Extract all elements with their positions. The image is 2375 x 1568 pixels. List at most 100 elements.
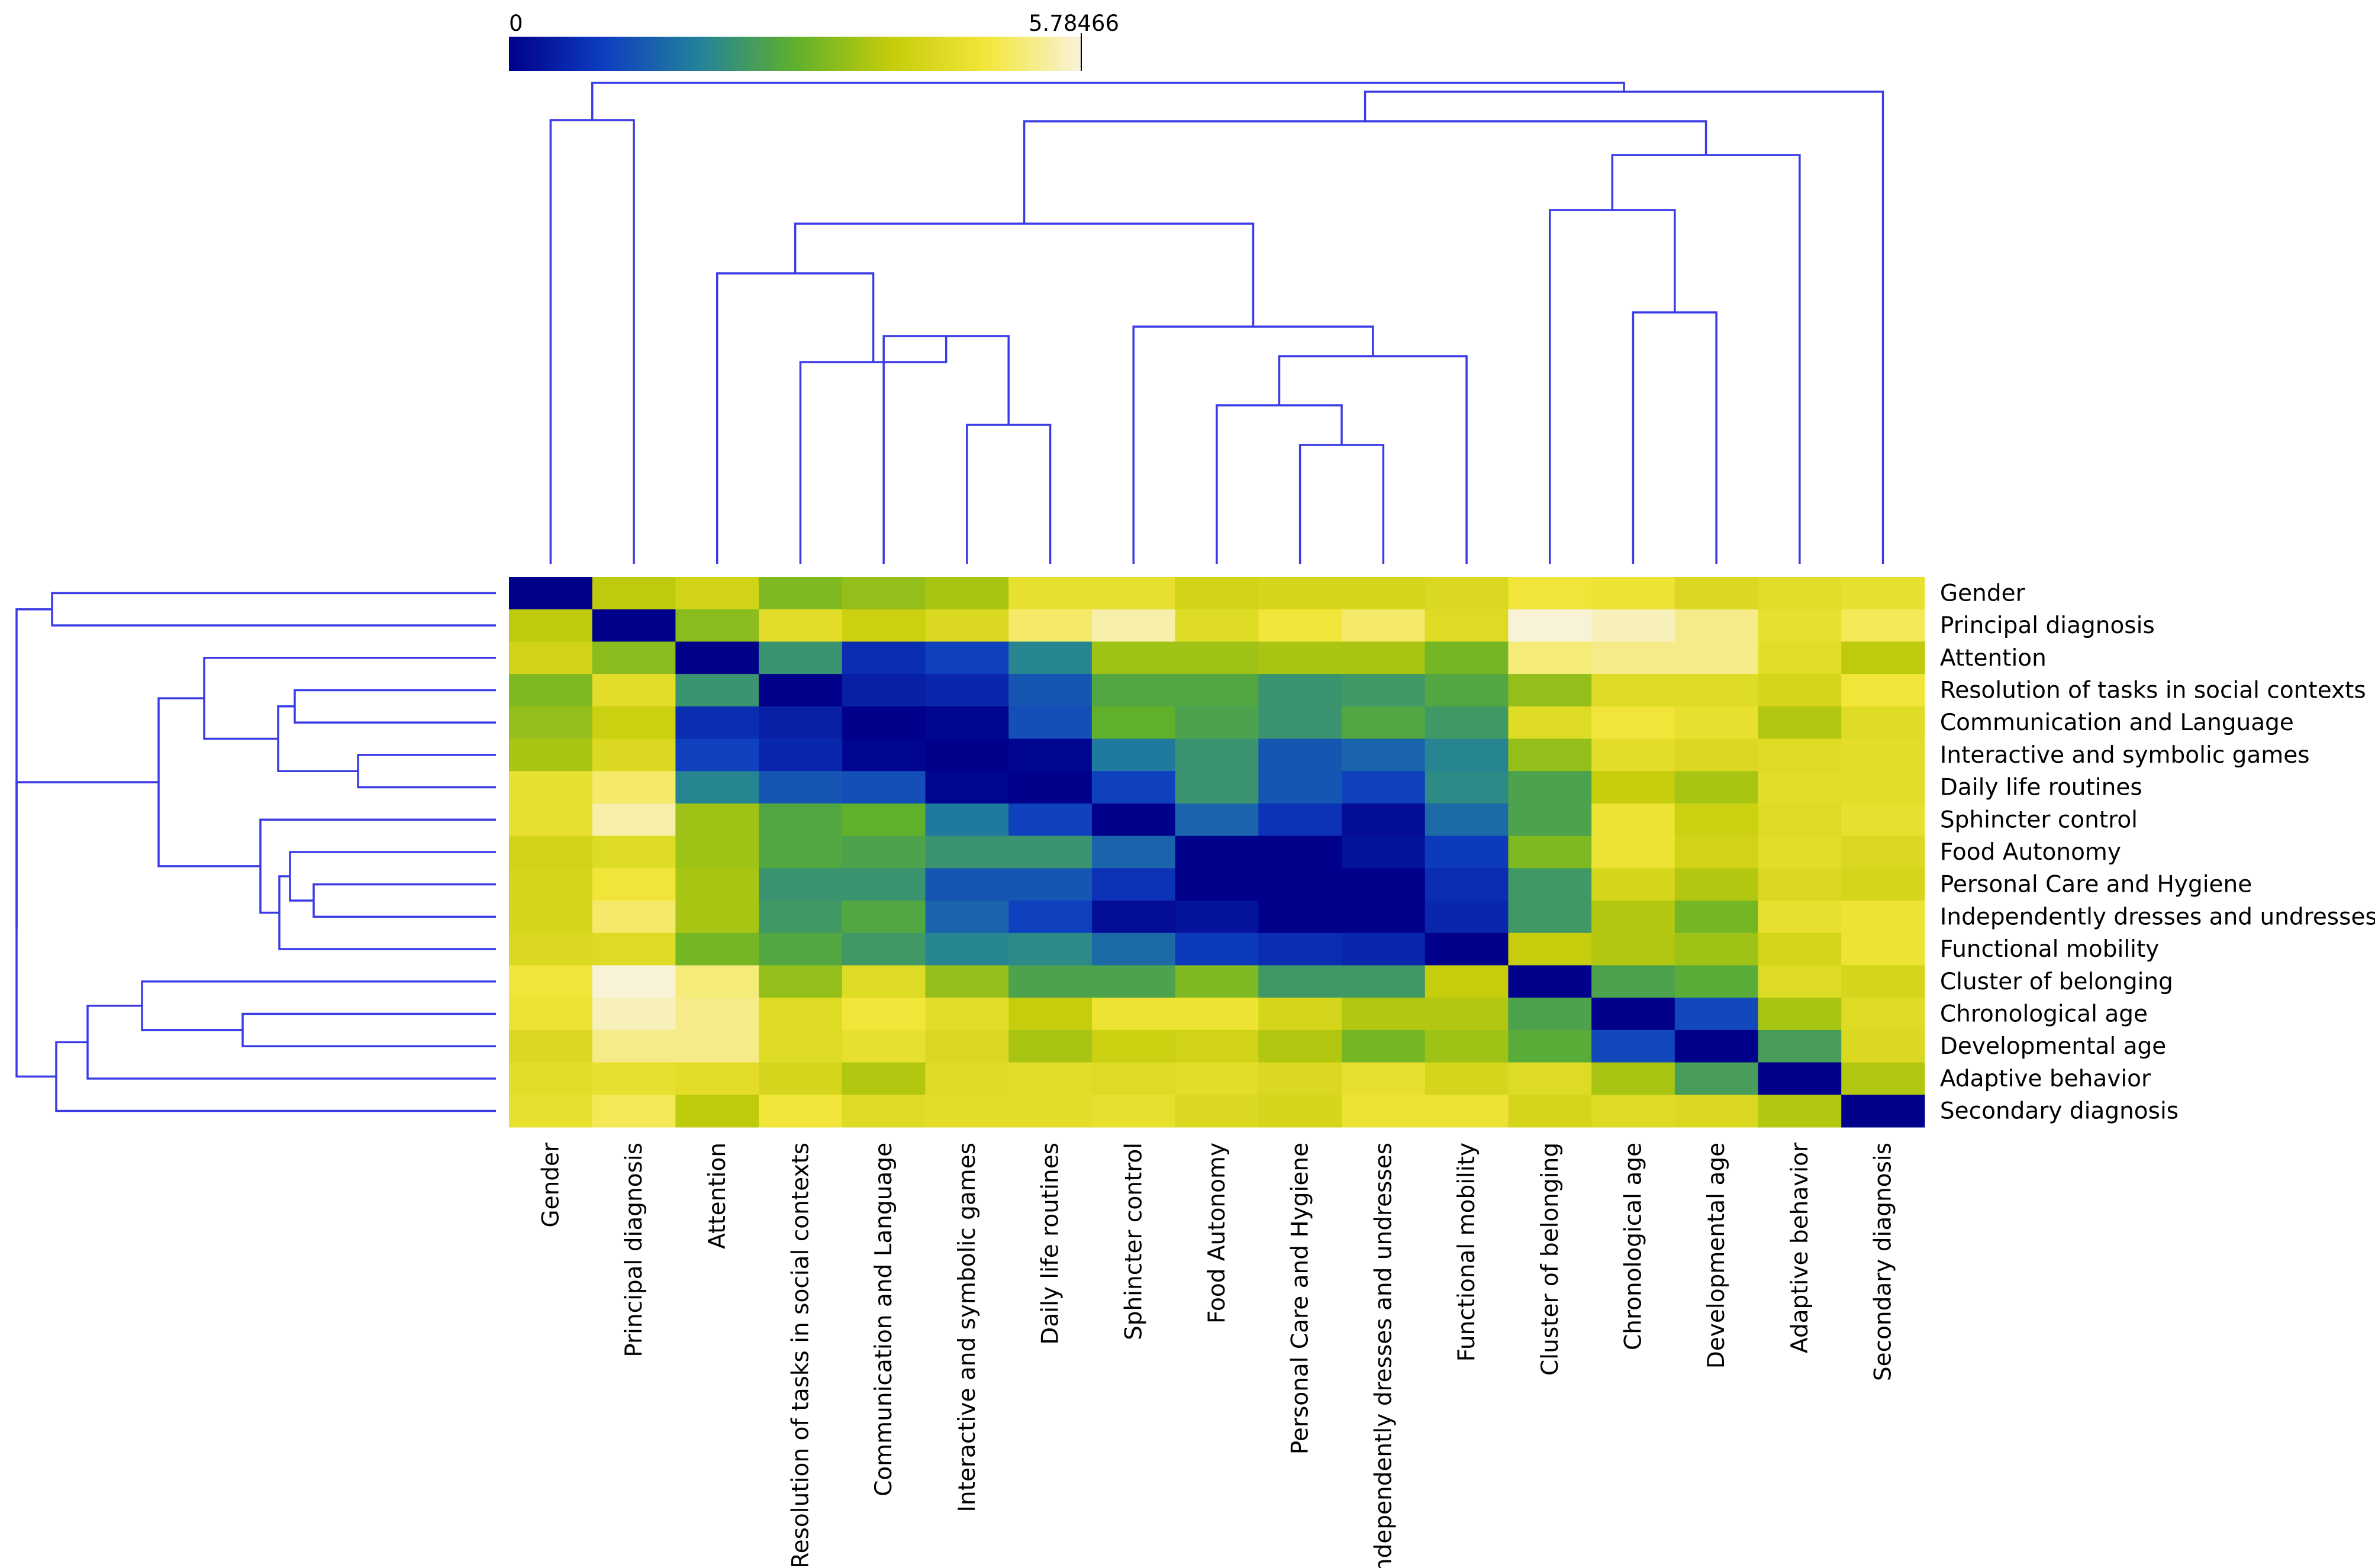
- heatmap-cell: [1258, 933, 1342, 966]
- heatmap-cell: [592, 674, 676, 707]
- column-label: Functional mobility: [1454, 1143, 1480, 1361]
- column-label: Interactive and symbolic games: [954, 1143, 981, 1512]
- heatmap-cell: [1591, 1095, 1675, 1128]
- heatmap-cell: [1091, 835, 1176, 869]
- heatmap-cell: [1758, 674, 1842, 707]
- heatmap-cell: [1591, 738, 1675, 772]
- heatmap-cell: [1342, 641, 1426, 675]
- heatmap-cell: [1674, 901, 1759, 934]
- heatmap-cells: [509, 577, 1925, 1128]
- heatmap-cell: [509, 803, 593, 837]
- color-scale-max-label: 5.78466: [1029, 11, 1119, 36]
- heatmap-cell: [842, 577, 926, 610]
- heatmap-cell: [509, 1030, 593, 1063]
- heatmap-cell: [1508, 835, 1592, 869]
- heatmap-cell: [1508, 868, 1592, 901]
- heatmap-cell: [1008, 1095, 1093, 1128]
- heatmap-cell: [509, 674, 593, 707]
- heatmap-cell: [1175, 933, 1259, 966]
- heatmap-cell: [1175, 868, 1259, 901]
- heatmap-cell: [1674, 706, 1759, 740]
- heatmap-cell: [1841, 609, 1925, 642]
- row-dendrogram-link: [141, 980, 496, 1031]
- column-label: Developmental age: [1703, 1143, 1730, 1369]
- heatmap-cell: [675, 1062, 759, 1095]
- heatmap-cell: [759, 1030, 843, 1063]
- heatmap-cell: [842, 835, 926, 869]
- heatmap-cell: [509, 641, 593, 675]
- heatmap-cell: [1258, 1095, 1342, 1128]
- heatmap-cell: [592, 965, 676, 998]
- heatmap-cell: [1091, 868, 1176, 901]
- heatmap-cell: [1674, 1095, 1759, 1128]
- heatmap-cell: [1425, 771, 1509, 804]
- column-label: Principal diagnosis: [621, 1143, 647, 1357]
- heatmap-cell: [842, 771, 926, 804]
- heatmap-cell: [1425, 641, 1509, 675]
- heatmap-cell: [842, 1062, 926, 1095]
- heatmap-cell: [1175, 577, 1259, 610]
- heatmap-cell: [1591, 835, 1675, 869]
- heatmap-cell: [1258, 706, 1342, 740]
- heatmap-cell: [759, 803, 843, 837]
- column-label: Personal Care and Hygiene: [1287, 1143, 1314, 1454]
- heatmap-cell: [1342, 609, 1426, 642]
- heatmap-cell: [1591, 609, 1675, 642]
- heatmap-cell: [1508, 674, 1592, 707]
- row-dendrogram-link: [203, 657, 496, 740]
- heatmap-cell: [675, 901, 759, 934]
- heatmap-cell: [1175, 771, 1259, 804]
- heatmap-cell: [1258, 901, 1342, 934]
- heatmap-cell: [675, 803, 759, 837]
- heatmap-cell: [1258, 577, 1342, 610]
- row-dendrogram-link: [51, 592, 496, 627]
- heatmap-cell: [675, 1030, 759, 1063]
- heatmap-cell: [1342, 1030, 1426, 1063]
- heatmap-cell: [1425, 1062, 1509, 1095]
- heatmap-cell: [675, 674, 759, 707]
- heatmap-cell: [759, 738, 843, 772]
- heatmap-cell: [1008, 1062, 1093, 1095]
- heatmap-cell: [1091, 771, 1176, 804]
- heatmap-cell: [592, 803, 676, 837]
- heatmap-cell: [1758, 1095, 1842, 1128]
- heatmap-cell: [1841, 674, 1925, 707]
- heatmap-cell: [1674, 674, 1759, 707]
- column-label: Secondary diagnosis: [1870, 1143, 1897, 1381]
- heatmap-cell: [842, 901, 926, 934]
- heatmap-cell: [1758, 933, 1842, 966]
- heatmap-cell: [592, 1095, 676, 1128]
- heatmap-cell: [1342, 933, 1426, 966]
- heatmap-cell: [1591, 674, 1675, 707]
- heatmap-cell: [1841, 577, 1925, 610]
- heatmap-cell: [1591, 803, 1675, 837]
- heatmap-cell: [759, 965, 843, 998]
- heatmap-cell: [842, 803, 926, 837]
- heatmap-cell: [1508, 1095, 1592, 1128]
- column-dendrogram-link: [1216, 404, 1343, 564]
- heatmap-cell: [1175, 1095, 1259, 1128]
- column-dendrogram-link: [1278, 355, 1468, 564]
- heatmap-cell: [675, 738, 759, 772]
- heatmap-cell: [925, 835, 1009, 869]
- column-label: Chronological age: [1620, 1143, 1646, 1350]
- heatmap-cell: [1674, 738, 1759, 772]
- heatmap-cell: [1091, 901, 1176, 934]
- heatmap-cell: [509, 771, 593, 804]
- heatmap-cell: [675, 933, 759, 966]
- heatmap-cell: [1175, 803, 1259, 837]
- heatmap-cell: [675, 1095, 759, 1128]
- heatmap-cell: [1508, 738, 1592, 772]
- heatmap-cell: [842, 868, 926, 901]
- color-scale-min-label: 0: [509, 11, 523, 36]
- row-label: Gender: [1940, 580, 2026, 606]
- heatmap-cell: [509, 835, 593, 869]
- heatmap-cell: [509, 965, 593, 998]
- heatmap-cell: [925, 706, 1009, 740]
- heatmap-cell: [1008, 835, 1093, 869]
- heatmap-cell: [1508, 706, 1592, 740]
- heatmap-cell: [1591, 901, 1675, 934]
- heatmap-cell: [1258, 609, 1342, 642]
- row-dendrogram-link: [86, 1005, 496, 1080]
